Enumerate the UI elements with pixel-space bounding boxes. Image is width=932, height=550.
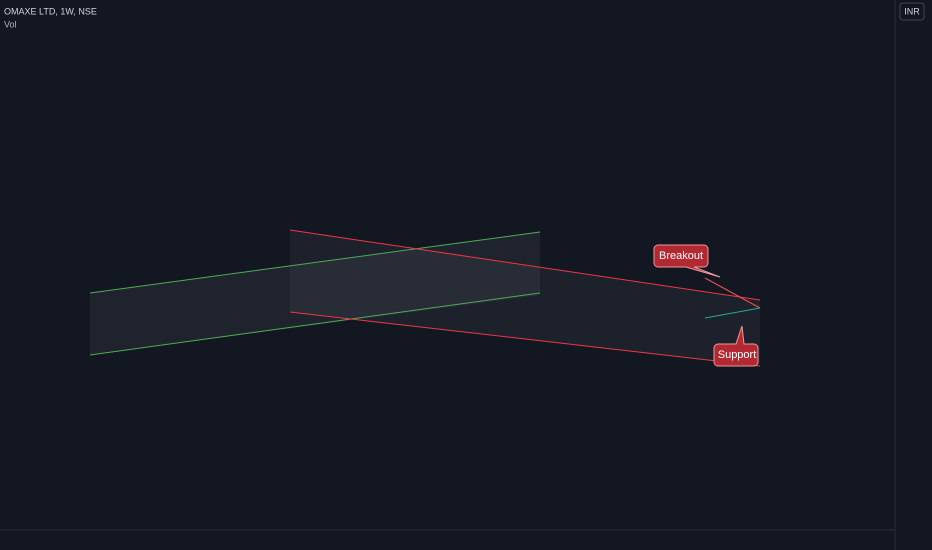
currency[interactable]: INR xyxy=(904,6,920,16)
chart-title: OMAXE LTD, 1W, NSE xyxy=(4,6,97,16)
annotation: Support xyxy=(718,349,757,361)
channel-fill xyxy=(290,230,760,366)
channel-fill xyxy=(90,232,540,355)
currency-box[interactable] xyxy=(899,2,925,21)
callout xyxy=(713,325,759,367)
annotation: Breakout xyxy=(659,250,703,262)
channel-line xyxy=(289,311,761,367)
channel-line xyxy=(89,292,541,356)
callout xyxy=(653,244,721,278)
triangle-line xyxy=(704,277,761,309)
channel-line xyxy=(289,229,761,301)
price-axis xyxy=(895,0,932,550)
triangle-line xyxy=(704,307,761,319)
chart-subtitle: Vol xyxy=(4,19,17,29)
channel-line xyxy=(89,231,541,294)
